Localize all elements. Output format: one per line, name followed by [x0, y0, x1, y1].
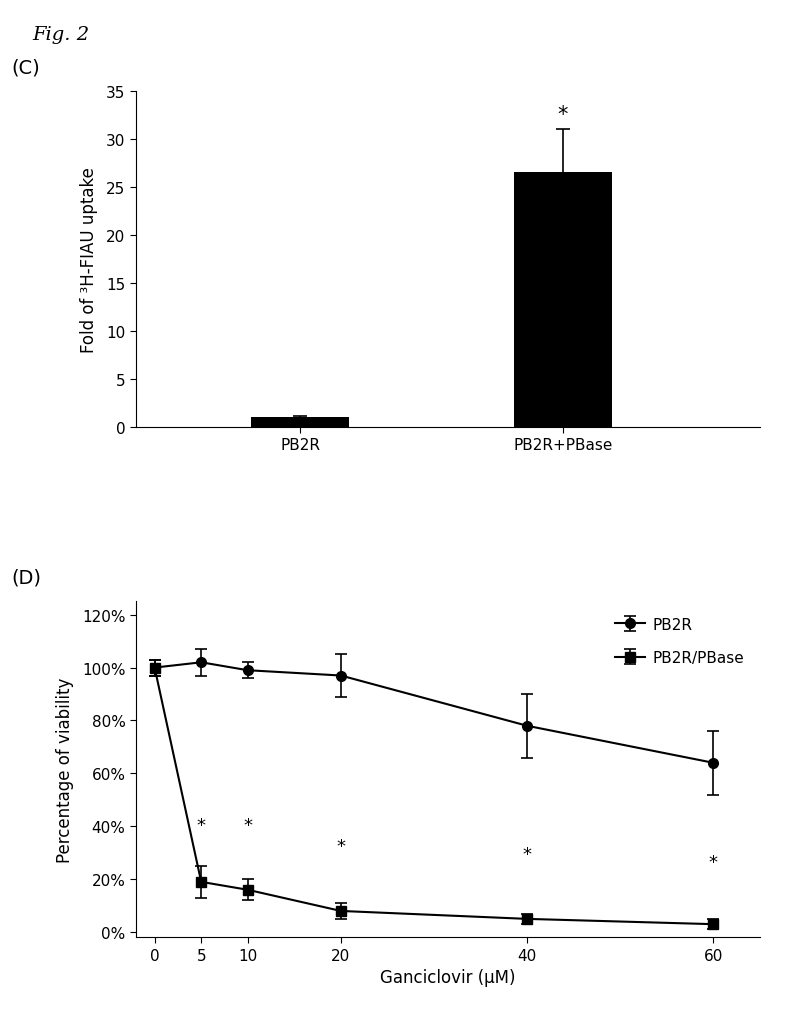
Y-axis label: Percentage of viability: Percentage of viability [56, 677, 74, 862]
Text: *: * [336, 838, 346, 856]
Text: *: * [709, 854, 718, 871]
Text: (C): (C) [11, 58, 40, 77]
Text: *: * [558, 105, 568, 125]
Text: *: * [522, 846, 532, 863]
Text: (D): (D) [11, 569, 41, 587]
Text: *: * [197, 816, 206, 835]
Y-axis label: Fold of ³H-FIAU uptake: Fold of ³H-FIAU uptake [80, 167, 98, 353]
Text: Fig. 2: Fig. 2 [32, 25, 89, 44]
Text: *: * [243, 816, 252, 835]
Legend: PB2R, PB2R/PBase: PB2R, PB2R/PBase [607, 609, 752, 673]
Bar [251, 418, 350, 427]
Bar [514, 173, 612, 427]
X-axis label: Ganciclovir (μM): Ganciclovir (μM) [380, 968, 516, 986]
